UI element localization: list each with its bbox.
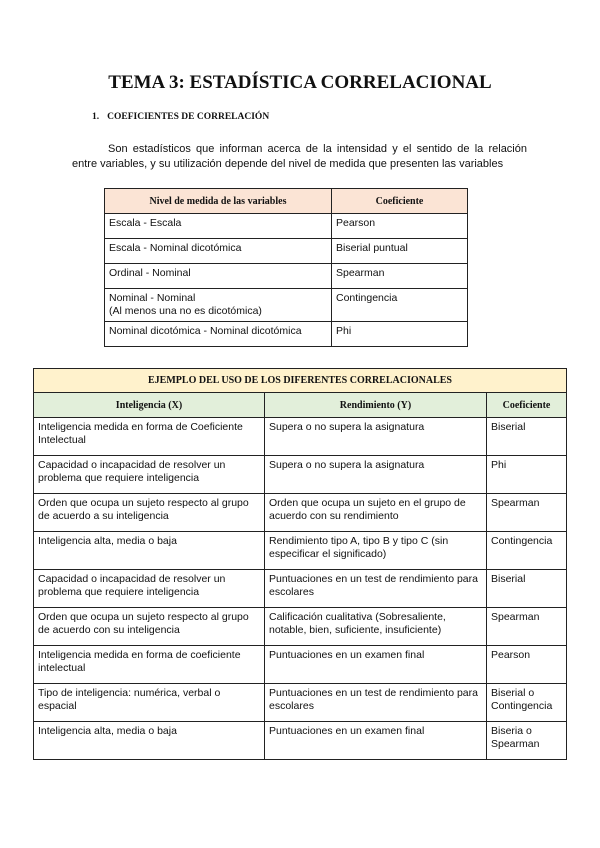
table-cell: Escala - Nominal dicotómica — [104, 238, 332, 264]
table-row: Orden que ocupa un sujeto respecto al gr… — [33, 493, 567, 532]
table-cell: Supera o no supera la asignatura — [264, 417, 487, 456]
table-cell: Orden que ocupa un sujeto respecto al gr… — [33, 493, 265, 532]
table-row: Orden que ocupa un sujeto respecto al gr… — [33, 607, 567, 646]
table-cell: Pearson — [486, 645, 567, 684]
column-header: Nivel de medida de las variables — [104, 188, 332, 214]
table-row: Escala - Escala Pearson — [104, 213, 468, 239]
table-cell: Inteligencia alta, media o baja — [33, 531, 265, 570]
table-cell: Biseria o Spearman — [486, 721, 567, 760]
table-cell: Inteligencia alta, media o baja — [33, 721, 265, 760]
table-cell: Supera o no supera la asignatura — [264, 455, 487, 494]
table-cell: Rendimiento tipo A, tipo B y tipo C (sin… — [264, 531, 487, 570]
table-row: Tipo de inteligencia: numérica, verbal o… — [33, 683, 567, 722]
column-header: Coeficiente — [331, 188, 468, 214]
table-cell: Phi — [331, 321, 468, 347]
column-header: Rendimiento (Y) — [264, 392, 487, 418]
table-cell: Contingencia — [331, 288, 468, 322]
table-row: Inteligencia alta, media o baja Rendimien… — [33, 531, 567, 570]
table-row: Capacidad o incapacidad de resolver un p… — [33, 569, 567, 608]
page-title: TEMA 3: ESTADÍSTICA CORRELACIONAL — [108, 72, 492, 93]
table-cell: Phi — [486, 455, 567, 494]
table-cell: Capacidad o incapacidad de resolver un p… — [33, 455, 265, 494]
column-header: Inteligencia (X) — [33, 392, 265, 418]
table-cell: Puntuaciones en un test de rendimiento p… — [264, 683, 487, 722]
table-row: Ordinal - Nominal Spearman — [104, 263, 468, 289]
table-cell: Contingencia — [486, 531, 567, 570]
table-cell: Biserial — [486, 569, 567, 608]
table-cell: Nominal - Nominal (Al menos una no es di… — [104, 288, 332, 322]
table-cell: Orden que ocupa un sujeto en el grupo de… — [264, 493, 487, 532]
table-row: Inteligencia medida en forma de Coeficie… — [33, 417, 567, 456]
table-cell: Calificación cualitativa (Sobresaliente,… — [264, 607, 487, 646]
table-cell: Spearman — [331, 263, 468, 289]
table-cell: Inteligencia medida en forma de coeficie… — [33, 645, 265, 684]
table-row: Capacidad o incapacidad de resolver un p… — [33, 455, 567, 494]
table-cell: Biserial puntual — [331, 238, 468, 264]
examples-table: EJEMPLO DEL USO DE LOS DIFERENTES CORREL… — [33, 368, 567, 760]
table-cell: Orden que ocupa un sujeto respecto al gr… — [33, 607, 265, 646]
column-header: Coeficiente — [486, 392, 567, 418]
table-row: Escala - Nominal dicotómica Biserial punt… — [104, 238, 468, 264]
table-cell: Biserial — [486, 417, 567, 456]
intro-paragraph: Son estadísticos que informan acerca de … — [72, 143, 527, 170]
table-cell: Escala - Escala — [104, 213, 332, 239]
table-cell: Biserial o Contingencia — [486, 683, 567, 722]
table-row: Inteligencia medida en forma de coeficie… — [33, 645, 567, 684]
table-cell: Pearson — [331, 213, 468, 239]
table-row: Nominal - Nominal (Al menos una no es di… — [104, 288, 468, 322]
table-cell: Spearman — [486, 493, 567, 532]
table-caption: EJEMPLO DEL USO DE LOS DIFERENTES CORREL… — [33, 368, 567, 393]
table-cell: Puntuaciones en un test de rendimiento p… — [264, 569, 487, 608]
measurement-level-table: Nivel de medida de las variables Coefici… — [104, 188, 468, 347]
table-cell: Nominal dicotómica - Nominal dicotómica — [104, 321, 332, 347]
section-heading: 1. COEFICIENTES DE CORRELACIÓN — [92, 112, 277, 122]
section-number: 1. — [92, 112, 100, 122]
table-cell: Capacidad o incapacidad de resolver un p… — [33, 569, 265, 608]
table-cell: Inteligencia medida en forma de Coeficie… — [33, 417, 265, 456]
table-cell: Puntuaciones en un examen final — [264, 721, 487, 760]
table-cell: Tipo de inteligencia: numérica, verbal o… — [33, 683, 265, 722]
table-row: Inteligencia alta, media o baja Puntuacio… — [33, 721, 567, 760]
table-row: Nominal dicotómica - Nominal dicotómica P… — [104, 321, 468, 347]
table-cell: Spearman — [486, 607, 567, 646]
table-cell: Ordinal - Nominal — [104, 263, 332, 289]
section-title: COEFICIENTES DE CORRELACIÓN — [107, 112, 270, 122]
table-cell: Puntuaciones en un examen final — [264, 645, 487, 684]
